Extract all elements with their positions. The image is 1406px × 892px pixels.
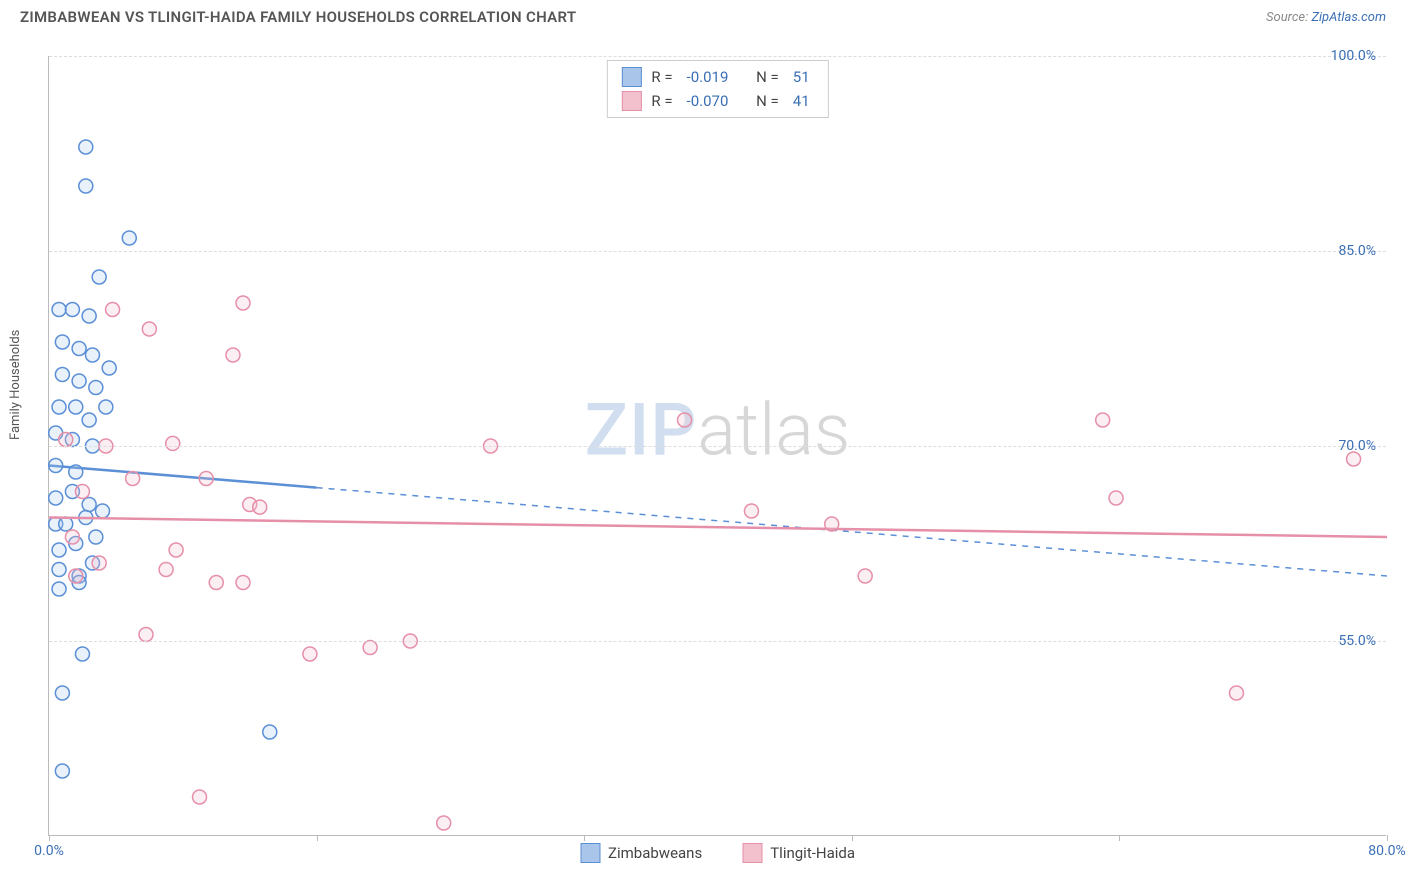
x-tick-mark <box>1387 835 1388 841</box>
x-tick-mark <box>852 835 853 841</box>
correlation-legend: R = -0.019 N = 51 R = -0.070 N = 41 <box>606 60 828 118</box>
x-tick-mark <box>317 835 318 841</box>
corr-row-0: R = -0.019 N = 51 <box>607 65 827 89</box>
legend-swatch-1 <box>742 843 762 863</box>
x-tick-mark <box>584 835 585 841</box>
x-tick-label-right: 80.0% <box>1368 843 1406 859</box>
gridline-h <box>49 446 1386 447</box>
gridline-h <box>49 251 1386 252</box>
y-tick-label: 85.0% <box>1338 243 1376 259</box>
legend-item-0: Zimbabweans <box>580 843 702 863</box>
legend-swatch-0 <box>580 843 600 863</box>
source-link[interactable]: ZipAtlas.com <box>1311 10 1386 25</box>
x-tick-label-left: 0.0% <box>34 843 64 859</box>
y-axis-label: Family Households <box>8 330 23 440</box>
series-legend: Zimbabweans Tlingit-Haida <box>580 843 855 863</box>
y-tick-label: 100.0% <box>1331 48 1376 64</box>
y-tick-label: 55.0% <box>1338 633 1376 649</box>
n-value-0: 51 <box>789 68 814 86</box>
legend-item-1: Tlingit-Haida <box>742 843 855 863</box>
x-tick-mark <box>1119 835 1120 841</box>
r-value-1: -0.070 <box>683 92 733 110</box>
chart-plot-area: ZIPatlas R = -0.019 N = 51 R = -0.070 N … <box>48 56 1386 836</box>
source-credit: Source: ZipAtlas.com <box>1266 10 1386 25</box>
r-value-0: -0.019 <box>683 68 733 86</box>
chart-header: ZIMBABWEAN VS TLINGIT-HAIDA FAMILY HOUSE… <box>0 0 1406 30</box>
y-tick-label: 70.0% <box>1338 438 1376 454</box>
gridline-h <box>49 56 1386 57</box>
gridline-h <box>49 641 1386 642</box>
chart-title: ZIMBABWEAN VS TLINGIT-HAIDA FAMILY HOUSE… <box>20 8 576 26</box>
n-value-1: 41 <box>789 92 814 110</box>
swatch-series-1 <box>621 91 641 111</box>
x-tick-mark <box>49 835 50 841</box>
corr-row-1: R = -0.070 N = 41 <box>607 89 827 113</box>
swatch-series-0 <box>621 67 641 87</box>
